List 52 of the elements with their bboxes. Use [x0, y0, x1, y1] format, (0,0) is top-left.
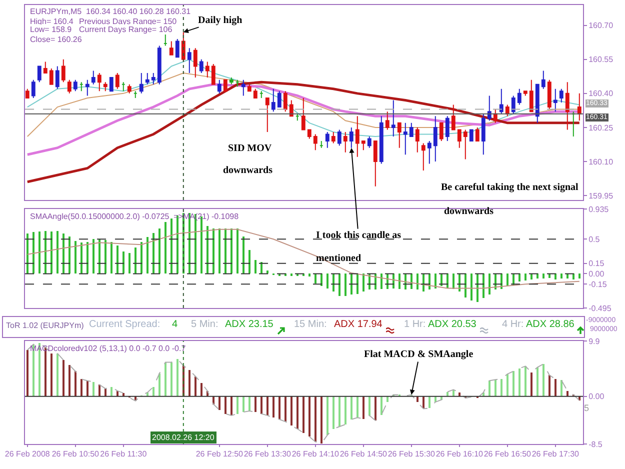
x-tick-label: 26 Feb 13:30: [244, 450, 292, 459]
text: Current Spread:: [89, 319, 160, 330]
annotation: Daily high: [198, 15, 243, 26]
annotation: Flat MACD & SMAangle: [364, 349, 474, 360]
y-tick-label: -0.495: [588, 304, 612, 313]
text: ADX 17.94: [334, 319, 382, 330]
annotation: downwards: [444, 206, 494, 217]
y-tick-label: 160.70: [588, 21, 614, 30]
text: ADX 20.53: [428, 319, 476, 330]
x-tick-label: 26 Feb 12:50: [196, 450, 244, 459]
y-tick-label: -8.5: [588, 440, 603, 449]
text: 15 Min:: [294, 319, 327, 330]
x-tick-label: 26 Feb 16:50: [484, 450, 532, 459]
y-tick-label: 0.935: [588, 204, 610, 214]
annotation: Close= 160.26: [30, 35, 82, 44]
y-tick-label: 0.00: [588, 392, 605, 402]
annotation: EURJPYm,M5 160.34 160.40 160.28 160.31: [30, 7, 192, 16]
ref-line-label: 2008.02.26 12:20: [152, 433, 215, 442]
x-tick-label: 26 Feb 14:50: [340, 450, 388, 459]
text: ADX 28.86: [526, 319, 574, 330]
text: ToR 1.02 (EURJPYm): [6, 321, 84, 330]
x-tick-label: 26 Feb 2008: [4, 450, 50, 459]
x-tick-label: 26 Feb 11:30: [100, 450, 148, 459]
y-tick-label: -0.15: [588, 280, 608, 289]
x-tick-label: 26 Feb 10:50: [52, 450, 100, 459]
x-tick-label: 26 Feb 14:10: [292, 450, 340, 459]
text: 4 Hr:: [502, 319, 524, 330]
annotation: Current Days Range= 106: [79, 25, 173, 34]
y-tick-label: 160.40: [588, 89, 614, 98]
text: ADX 23.15: [225, 319, 274, 330]
y-tick-label: 160.10: [588, 157, 614, 166]
annotation: Previous Days Range= 150: [79, 17, 178, 26]
annotation: SID MOV: [228, 143, 272, 154]
annotation: I took this candle as: [316, 230, 402, 241]
text: 4: [172, 319, 178, 330]
annotation: downwards: [223, 165, 273, 176]
text: 5 Min:: [191, 319, 218, 330]
text: 5: [584, 403, 590, 413]
x-tick-label: 26 Feb 15:30: [388, 450, 436, 459]
y-tick-label: 0.15: [588, 259, 605, 268]
text: 1 Hr:: [404, 319, 426, 330]
annotation: Low= 158.9: [30, 25, 72, 34]
y-tick-label: 160.55: [588, 55, 614, 64]
annotation: mentioned: [316, 253, 362, 264]
annotation: Be careful taking the next signal: [441, 182, 579, 193]
x-tick-label: 26 Feb 17:30: [532, 450, 580, 459]
y-tick-label: 160.25: [588, 123, 614, 132]
y-tick-label: 0.5: [588, 234, 600, 244]
x-tick-label: 26 Feb 16:10: [436, 450, 484, 459]
y-tick-label: 159.95: [588, 191, 614, 200]
y-tick-label: 0.00: [588, 270, 605, 279]
y-tick-label: 9.9: [588, 336, 600, 346]
